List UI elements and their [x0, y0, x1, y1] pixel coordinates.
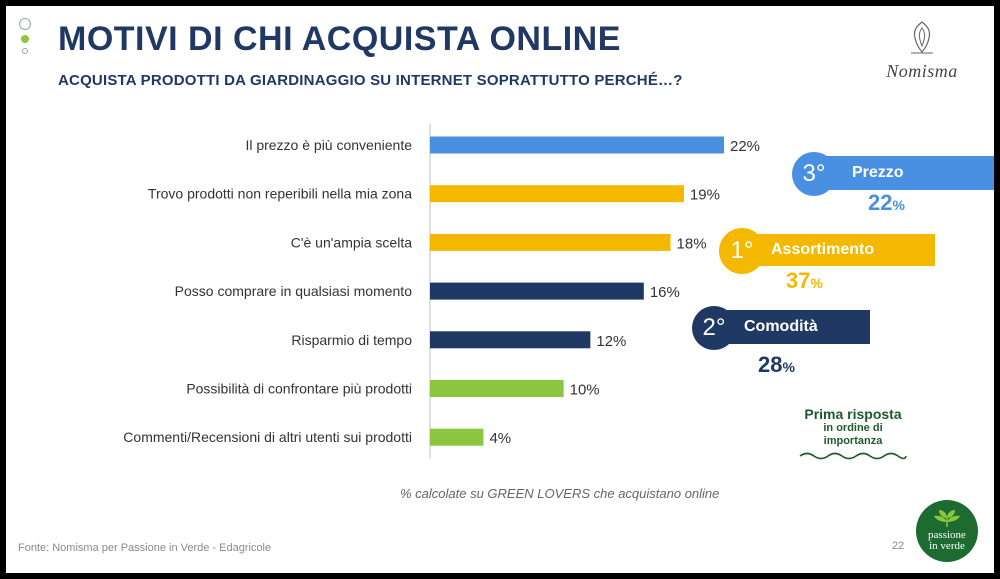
bar	[430, 428, 484, 446]
prima-risposta-title: Prima risposta	[804, 406, 902, 422]
rank-percent-value: 22	[868, 190, 893, 215]
rank-percent-prezzo: 22%	[868, 190, 905, 216]
prima-risposta-line1: in ordine di	[823, 422, 883, 434]
rank-percent-assortimento: 37%	[786, 268, 823, 294]
data-label: 10%	[570, 382, 600, 399]
rank-number: 1°	[730, 237, 754, 264]
nomisma-logo: Nomisma	[882, 20, 962, 82]
rank-badge-label: Assortimento	[771, 241, 875, 258]
data-label: 22%	[730, 138, 760, 155]
nav-dot-icon[interactable]	[19, 18, 31, 30]
data-label: 18%	[677, 235, 707, 252]
slide: MOTIVI DI CHI ACQUISTA ONLINE ACQUISTA P…	[6, 6, 994, 573]
source-text: Fonte: Nomisma per Passione in Verde - E…	[18, 542, 272, 554]
wave-divider-icon	[799, 452, 907, 460]
category-label: C'è un'ampia scelta	[291, 234, 413, 250]
bar	[430, 136, 724, 154]
data-label: 4%	[489, 430, 511, 447]
data-label: 12%	[596, 333, 626, 350]
category-label: Commenti/Recensioni di altri utenti sui …	[123, 429, 412, 445]
bar-chart: Il prezzo è più conveniente 22% Trovo prod…	[123, 124, 760, 458]
rank-number: 3°	[802, 160, 826, 187]
passione-in-verde-logo: passione in verde	[916, 500, 978, 562]
logo-text: Nomisma	[886, 61, 958, 81]
leaf-icon	[934, 510, 960, 527]
bar	[430, 380, 564, 397]
rank-percent-value: 37	[786, 268, 811, 293]
nav-dot-icon[interactable]	[22, 48, 28, 54]
brand-line2: in verde	[929, 540, 965, 552]
bar	[430, 185, 684, 203]
rank-percent-unit: %	[782, 359, 795, 375]
data-label: 19%	[690, 187, 720, 204]
rank-number: 2°	[702, 314, 726, 341]
category-label: Possibilità di confrontare più prodotti	[186, 381, 412, 397]
category-label: Trovo prodotti non reperibili nella mia …	[148, 186, 412, 202]
bar	[430, 282, 644, 300]
page-subtitle: ACQUISTA PRODOTTI DA GIARDINAGGIO SU INT…	[58, 72, 683, 89]
prima-risposta-line2: importanza	[823, 435, 883, 447]
rank-badge-circle: 1°	[719, 228, 765, 274]
nav-dots	[18, 18, 32, 59]
rank-badge-bar: Prezzo	[812, 156, 994, 190]
rank-badge-label: Comodità	[744, 318, 818, 335]
category-label: Il prezzo è più conveniente	[245, 137, 412, 153]
page-number: 22	[892, 540, 905, 552]
brand-line1: passione	[928, 529, 966, 541]
bar	[430, 233, 671, 251]
page-title: MOTIVI DI CHI ACQUISTA ONLINE	[58, 20, 621, 58]
category-label: Risparmio di tempo	[291, 332, 412, 348]
footnote: % calcolate su GREEN LOVERS che acquista…	[400, 486, 720, 501]
rank-percent-comodita: 28%	[758, 352, 795, 378]
bar	[430, 331, 591, 349]
rank-badge-bar: Comodità	[714, 310, 870, 344]
nav-dot-active-icon[interactable]	[21, 35, 29, 43]
nomisma-crest-icon	[911, 21, 933, 54]
rank-badge-label: Prezzo	[852, 164, 904, 181]
prima-risposta-box: Prima risposta in ordine di importanza	[778, 406, 928, 466]
rank-badge-circle: 3°	[792, 152, 836, 196]
rank-badge-circle: 2°	[692, 306, 736, 350]
category-label: Posso comprare in qualsiasi momento	[175, 283, 413, 299]
rank-percent-unit: %	[810, 275, 823, 291]
rank-percent-unit: %	[892, 197, 905, 213]
data-label: 16%	[650, 284, 680, 301]
rank-badge-bar: Assortimento	[741, 234, 935, 266]
rank-percent-value: 28	[758, 352, 783, 377]
